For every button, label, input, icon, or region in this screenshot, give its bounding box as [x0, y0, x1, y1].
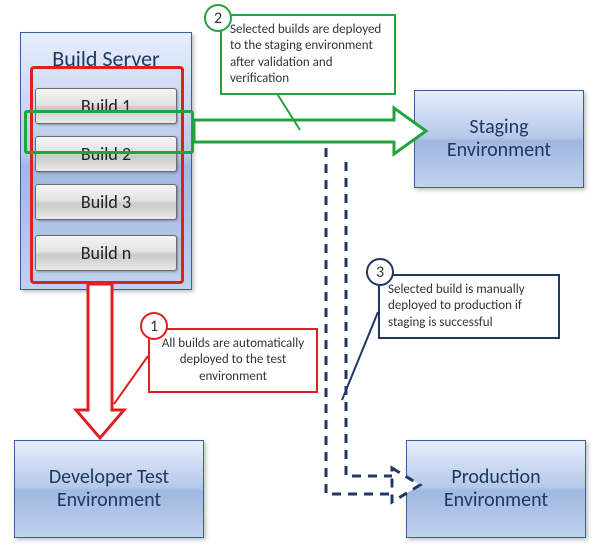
- callout-step3-text: Selected build is manually deployed to p…: [388, 282, 525, 330]
- callout-step2-text: Selected builds are deployed to the stag…: [230, 22, 381, 86]
- red-builds-outline: [30, 66, 184, 284]
- callout-step1: All builds are automatically deployed to…: [148, 328, 318, 393]
- step-circle-1: 1: [140, 312, 168, 340]
- devtest-label-2: Environment: [57, 489, 161, 512]
- callout-step3: Selected build is manually deployed to p…: [378, 274, 560, 339]
- leader-step3: [342, 312, 378, 400]
- staging-env-box: Staging Environment: [414, 90, 584, 188]
- staging-label-2: Environment: [447, 139, 551, 162]
- step-num-3: 3: [376, 263, 384, 282]
- step-num-1: 1: [150, 317, 158, 336]
- arrow-to-staging: [194, 108, 426, 154]
- callout-step2: Selected builds are deployed to the stag…: [220, 14, 396, 95]
- production-env-box: Production Environment: [406, 440, 586, 538]
- arrow-to-test: [76, 284, 124, 438]
- green-build-outline: [24, 110, 194, 154]
- devtest-env-box: Developer Test Environment: [14, 440, 204, 538]
- step-circle-2: 2: [204, 4, 232, 32]
- devtest-label-1: Developer Test: [49, 466, 169, 489]
- callout-step1-text: All builds are automatically deployed to…: [162, 336, 304, 384]
- staging-label-1: Staging: [469, 116, 528, 139]
- step-num-2: 2: [214, 9, 222, 28]
- step-circle-3: 3: [366, 258, 394, 286]
- production-label-1: Production: [451, 466, 540, 489]
- production-label-2: Environment: [444, 489, 548, 512]
- leader-step2: [276, 92, 300, 130]
- leader-step1: [114, 356, 148, 404]
